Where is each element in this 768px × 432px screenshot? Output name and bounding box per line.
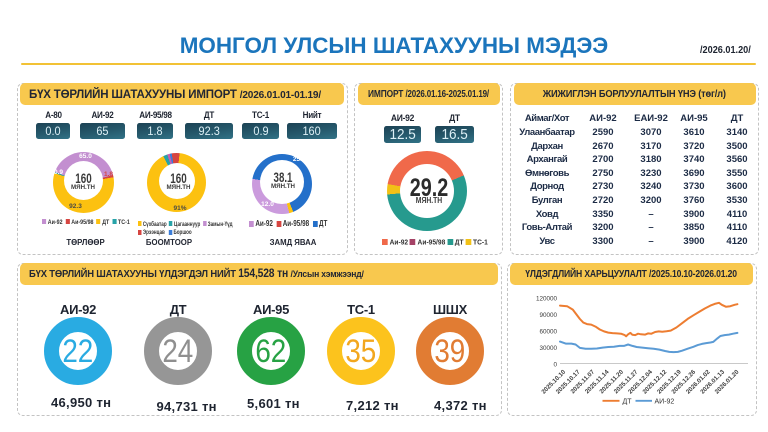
svg-text:ДТ: ДТ: [622, 398, 632, 405]
svg-text:60000: 60000: [539, 329, 557, 336]
svg-text:АИ-92: АИ-92: [654, 398, 674, 405]
svg-text:120000: 120000: [535, 296, 557, 303]
svg-text:30000: 30000: [539, 345, 557, 352]
svg-text:0: 0: [553, 362, 557, 369]
svg-text:90000: 90000: [539, 312, 557, 319]
